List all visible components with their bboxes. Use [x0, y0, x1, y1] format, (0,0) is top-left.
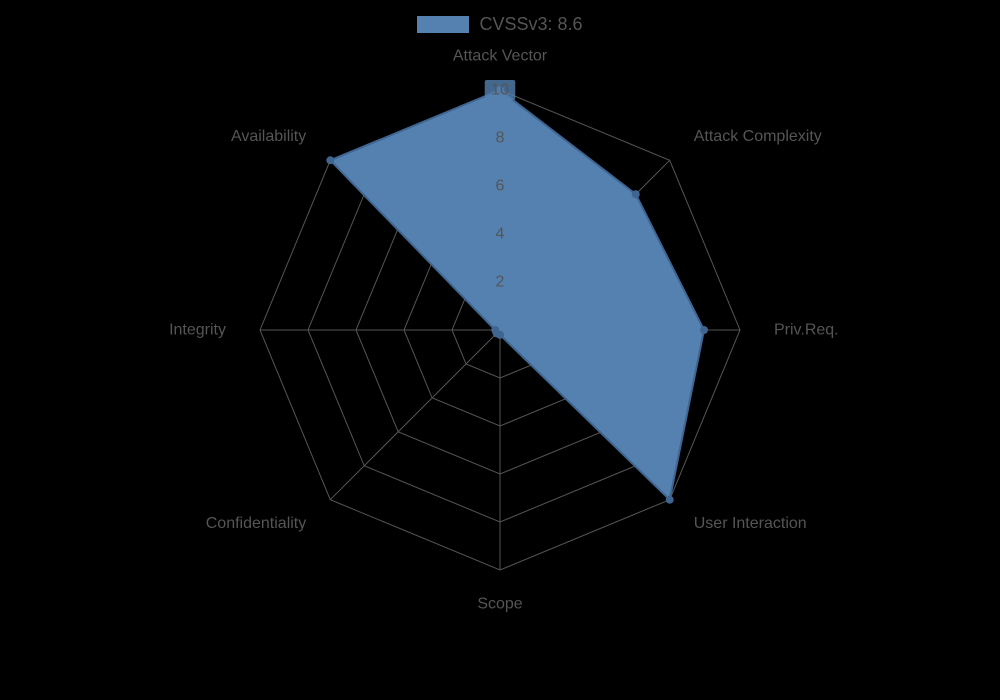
axis-label: Attack Complexity	[694, 128, 822, 145]
axis-label: Availability	[231, 128, 306, 145]
data-point	[700, 326, 708, 334]
tick-label: 4	[496, 226, 505, 243]
tick-label: 6	[496, 178, 505, 195]
data-point	[491, 326, 499, 334]
radar-chart: 2 4 6 8 10 Attack Vector Attack Complexity Priv…	[0, 0, 1000, 700]
grid-spoke	[330, 330, 500, 500]
axis-label: Priv.Req.	[774, 322, 839, 339]
axis-label: Attack Vector	[453, 48, 548, 65]
data-point	[666, 496, 674, 504]
data-point	[326, 156, 334, 164]
tick-label: 2	[496, 274, 505, 291]
data-point	[632, 190, 640, 198]
axis-label: User Interaction	[694, 515, 807, 532]
tick-label: 10	[491, 82, 509, 99]
axis-label: Scope	[477, 596, 522, 613]
axis-label: Confidentiality	[206, 515, 307, 532]
tick-label: 8	[496, 130, 505, 147]
axis-label: Integrity	[169, 322, 226, 339]
